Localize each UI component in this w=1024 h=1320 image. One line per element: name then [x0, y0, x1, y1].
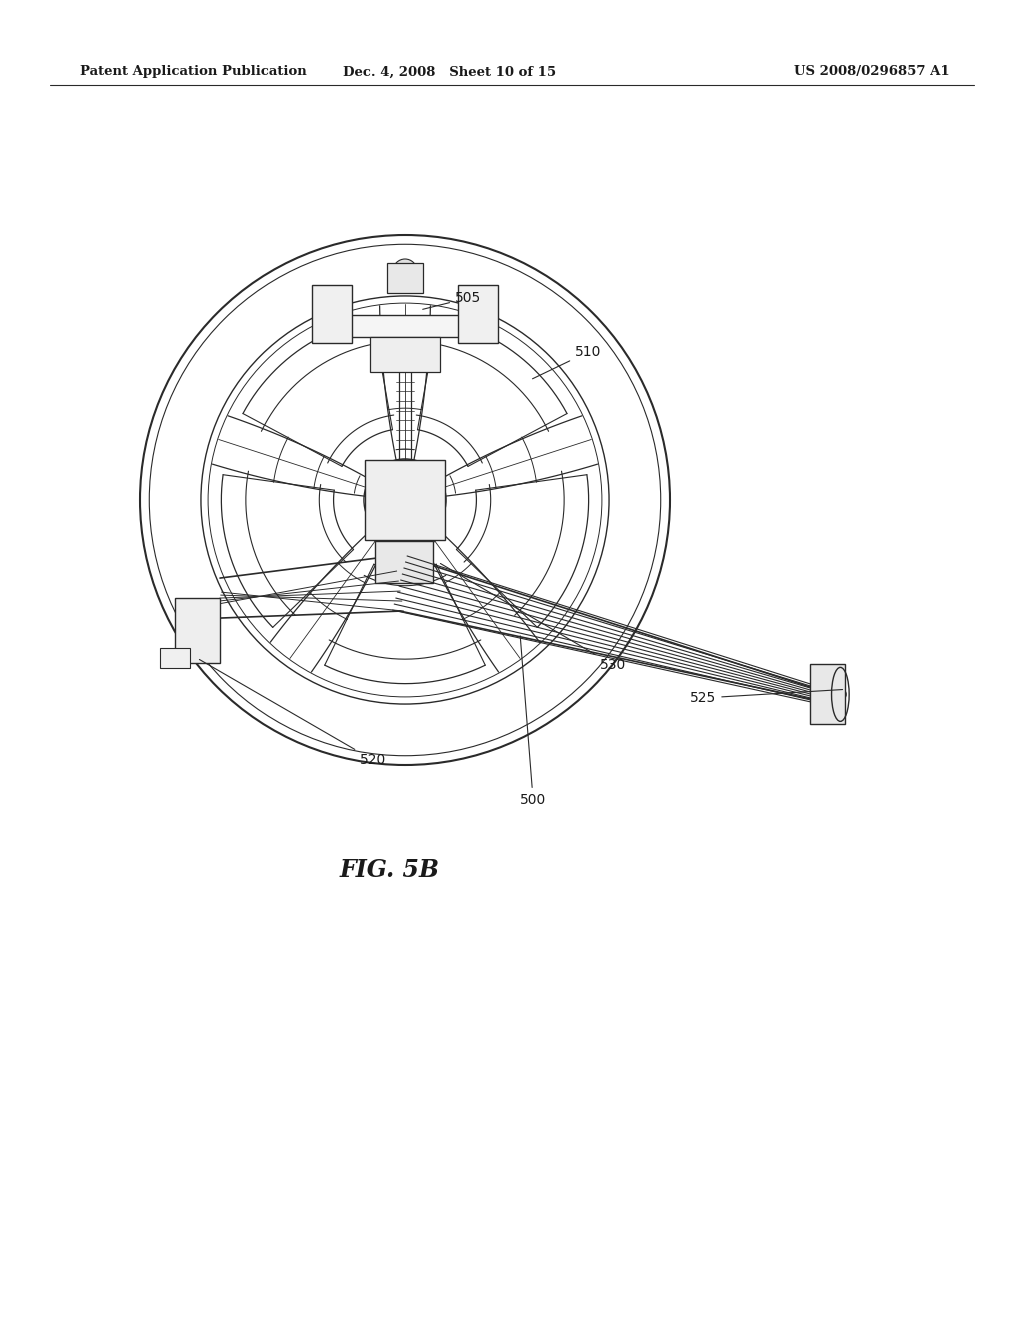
- Text: US 2008/0296857 A1: US 2008/0296857 A1: [795, 66, 950, 78]
- Text: Dec. 4, 2008   Sheet 10 of 15: Dec. 4, 2008 Sheet 10 of 15: [343, 66, 557, 78]
- Bar: [458, 285, 498, 343]
- Bar: [370, 337, 440, 372]
- Text: 520: 520: [200, 660, 386, 767]
- Circle shape: [389, 484, 421, 516]
- Bar: [312, 285, 352, 343]
- Text: 525: 525: [690, 689, 843, 705]
- Circle shape: [190, 642, 204, 655]
- Text: Patent Application Publication: Patent Application Publication: [80, 66, 307, 78]
- Circle shape: [316, 290, 328, 304]
- Bar: [810, 664, 846, 725]
- Text: 530: 530: [440, 564, 627, 672]
- Text: 500: 500: [520, 636, 546, 807]
- Bar: [175, 598, 220, 663]
- Circle shape: [482, 290, 494, 304]
- Text: 510: 510: [532, 345, 601, 379]
- Circle shape: [400, 557, 410, 568]
- Circle shape: [190, 606, 204, 620]
- Text: 505: 505: [423, 290, 481, 309]
- Bar: [340, 315, 470, 337]
- Circle shape: [414, 556, 428, 569]
- Circle shape: [393, 259, 417, 282]
- Bar: [160, 648, 190, 668]
- Bar: [387, 263, 423, 293]
- Circle shape: [835, 688, 847, 701]
- Circle shape: [380, 556, 394, 569]
- Bar: [375, 541, 433, 583]
- Circle shape: [482, 325, 494, 337]
- Text: FIG. 5B: FIG. 5B: [340, 858, 440, 882]
- Circle shape: [316, 325, 328, 337]
- Bar: [365, 459, 445, 540]
